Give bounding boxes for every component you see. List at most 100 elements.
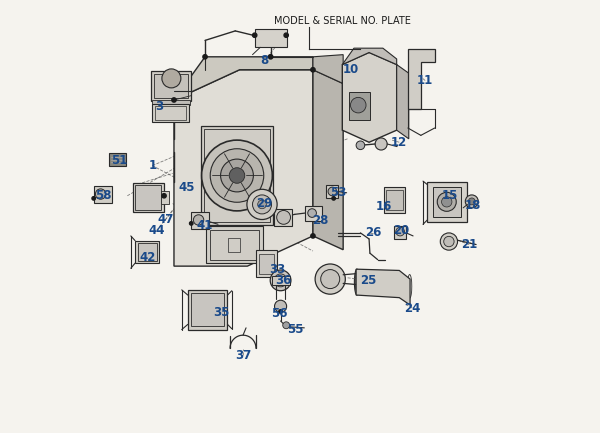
Bar (386, 190, 403, 210)
Circle shape (440, 233, 458, 250)
Circle shape (172, 98, 176, 102)
Bar (161, 191, 169, 204)
Bar (135, 185, 161, 210)
Circle shape (466, 195, 478, 208)
Circle shape (247, 189, 277, 220)
Text: MODEL & SERIAL NO. PLATE: MODEL & SERIAL NO. PLATE (274, 16, 411, 26)
Bar (326, 184, 338, 198)
Circle shape (469, 198, 475, 205)
Circle shape (229, 168, 245, 183)
Circle shape (279, 310, 283, 313)
Polygon shape (408, 49, 434, 109)
Circle shape (162, 69, 181, 88)
Bar (155, 106, 187, 120)
Circle shape (253, 33, 257, 37)
Circle shape (284, 33, 289, 37)
Text: 20: 20 (394, 224, 410, 237)
Bar (305, 206, 322, 221)
Bar (201, 126, 273, 225)
Bar (94, 186, 112, 203)
Circle shape (92, 197, 95, 200)
Text: 18: 18 (464, 199, 481, 212)
Bar (254, 29, 287, 47)
Circle shape (315, 264, 346, 294)
Circle shape (210, 149, 264, 202)
Text: 56: 56 (271, 307, 287, 320)
Circle shape (444, 236, 454, 247)
Text: 53: 53 (330, 186, 346, 199)
Circle shape (193, 215, 204, 225)
Circle shape (270, 270, 291, 291)
Circle shape (162, 194, 166, 198)
Polygon shape (174, 57, 313, 100)
Text: 29: 29 (256, 197, 273, 210)
Bar (349, 92, 370, 120)
Text: 12: 12 (391, 136, 407, 149)
Circle shape (437, 192, 456, 211)
Text: 11: 11 (417, 74, 433, 87)
Circle shape (442, 197, 452, 207)
Circle shape (311, 68, 315, 72)
Bar (133, 183, 164, 212)
Polygon shape (313, 55, 343, 84)
Bar (151, 71, 191, 101)
Bar (191, 212, 209, 229)
Ellipse shape (355, 269, 359, 295)
Bar (210, 230, 259, 260)
Text: 44: 44 (148, 224, 165, 237)
Circle shape (275, 300, 287, 312)
Bar (384, 187, 405, 213)
Circle shape (283, 322, 290, 329)
Bar (135, 241, 159, 263)
Text: 3: 3 (155, 100, 164, 113)
Polygon shape (356, 269, 410, 305)
Bar (256, 250, 277, 277)
Circle shape (311, 234, 315, 238)
Polygon shape (342, 52, 397, 142)
Bar (229, 238, 241, 252)
Circle shape (396, 227, 404, 236)
Text: 55: 55 (287, 323, 303, 336)
Bar (394, 226, 406, 239)
Circle shape (258, 200, 266, 209)
Text: 58: 58 (95, 189, 112, 202)
Bar (206, 226, 263, 263)
Text: 28: 28 (313, 214, 329, 227)
Circle shape (375, 138, 387, 150)
Circle shape (190, 222, 193, 225)
Bar (152, 100, 190, 105)
Text: 42: 42 (140, 251, 156, 264)
Circle shape (203, 55, 207, 59)
Polygon shape (174, 70, 313, 266)
Circle shape (221, 159, 253, 192)
Text: 35: 35 (213, 306, 230, 319)
Circle shape (277, 210, 290, 224)
Circle shape (328, 187, 337, 196)
Polygon shape (342, 48, 397, 65)
Text: 15: 15 (442, 189, 458, 202)
Bar (433, 187, 461, 216)
Circle shape (332, 197, 335, 200)
Bar (109, 153, 127, 165)
Text: 26: 26 (365, 226, 382, 239)
Bar (191, 293, 224, 326)
Text: 45: 45 (179, 181, 195, 194)
Bar (427, 182, 467, 222)
Circle shape (268, 55, 273, 59)
Polygon shape (313, 70, 343, 250)
Bar (188, 290, 227, 330)
Polygon shape (397, 65, 409, 139)
Bar (259, 254, 274, 275)
Bar (272, 276, 290, 284)
Text: 41: 41 (196, 220, 212, 233)
Circle shape (350, 97, 366, 113)
Text: 51: 51 (112, 154, 128, 167)
Text: 24: 24 (404, 301, 421, 314)
Circle shape (202, 140, 272, 211)
Text: 21: 21 (461, 238, 478, 251)
Text: 10: 10 (343, 63, 359, 76)
Text: 37: 37 (235, 349, 251, 362)
Text: 36: 36 (275, 274, 292, 287)
Text: 8: 8 (260, 54, 269, 67)
Circle shape (356, 141, 365, 149)
